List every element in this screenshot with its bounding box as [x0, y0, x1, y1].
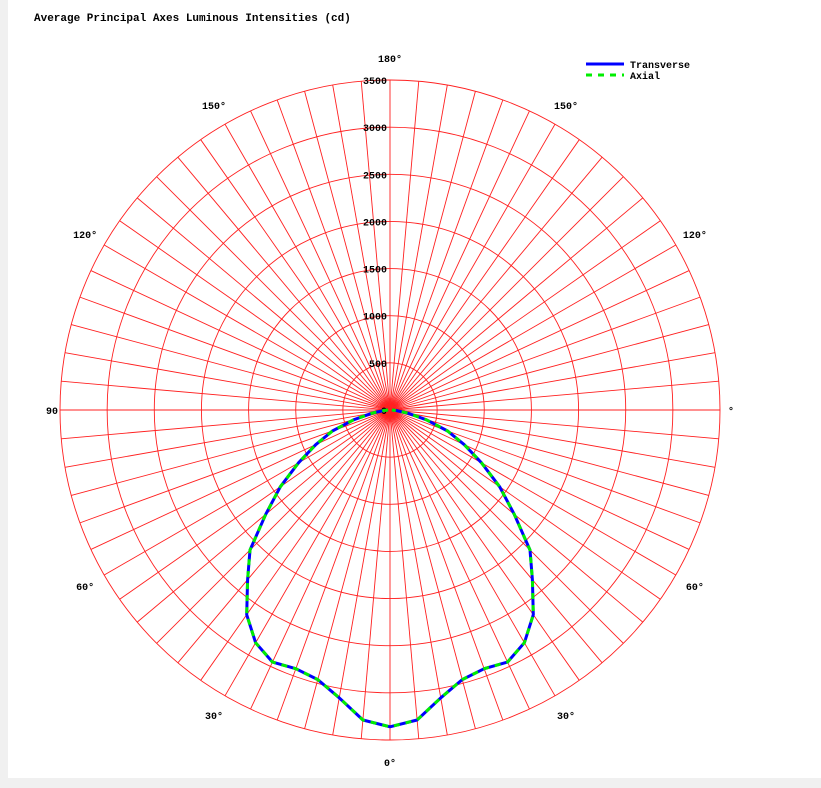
- radial-tick-label: 0: [381, 407, 387, 418]
- grid-spoke: [389, 380, 719, 411]
- grid-spoke: [389, 220, 661, 411]
- angle-label: 120°: [683, 230, 707, 242]
- grid-spoke: [136, 197, 391, 411]
- angle-label: 180°: [378, 54, 402, 66]
- grid-spoke: [389, 156, 603, 411]
- chart-title: Average Principal Axes Luminous Intensit…: [34, 13, 351, 25]
- grid-spoke: [79, 296, 391, 411]
- grid-spoke: [90, 270, 391, 411]
- angle-label: 60°: [76, 582, 94, 594]
- grid-spoke: [276, 99, 391, 411]
- radial-tick-label: 1500: [363, 266, 387, 277]
- polar-grid: [59, 79, 721, 741]
- grid-spoke: [276, 409, 391, 721]
- angle-label: 120°: [73, 230, 97, 242]
- grid-spoke: [389, 296, 701, 411]
- grid-spoke: [389, 409, 709, 496]
- grid-spoke: [389, 409, 716, 468]
- radial-tick-label: 500: [369, 360, 387, 371]
- grid-spoke: [389, 91, 476, 411]
- grid-spoke: [389, 324, 709, 411]
- grid-spoke: [200, 139, 391, 411]
- angle-label: 30°: [205, 711, 223, 723]
- legend-label: Transverse: [630, 61, 690, 72]
- legend-label: Axial: [630, 71, 660, 83]
- angle-label: 150°: [202, 101, 226, 113]
- grid-spoke: [389, 409, 603, 664]
- grid-spoke: [389, 409, 504, 721]
- grid-spoke: [389, 409, 476, 729]
- grid-spoke: [389, 99, 504, 411]
- grid-spoke: [360, 409, 391, 739]
- grid-spoke: [332, 84, 391, 411]
- grid-spoke: [304, 91, 391, 411]
- grid-spoke: [304, 409, 391, 729]
- grid-spoke: [79, 409, 391, 524]
- angle-label: 150°: [554, 101, 578, 113]
- grid-spoke: [389, 409, 677, 576]
- grid-spoke: [71, 324, 391, 411]
- grid-spoke: [224, 409, 391, 697]
- grid-spoke: [389, 409, 719, 440]
- series-line-axial: [245, 408, 535, 729]
- grid-spoke: [200, 409, 391, 681]
- grid-spoke: [389, 197, 644, 411]
- radial-tick-label: 1000: [363, 313, 387, 324]
- polar-chart: 0 500 1000 1500 2000 2500 3000 3500 180° 150° 150…: [46, 54, 734, 770]
- grid-spoke: [64, 352, 391, 411]
- radial-tick-label: 2500: [363, 171, 387, 182]
- grid-spoke: [360, 81, 391, 411]
- radial-tick-label: 3000: [363, 124, 387, 135]
- grid-spoke: [389, 409, 690, 550]
- grid-spoke: [389, 409, 661, 600]
- grid-spoke: [103, 409, 391, 576]
- grid-spoke: [389, 409, 530, 710]
- radial-tick-label: 3500: [363, 77, 387, 88]
- grid-spoke: [61, 380, 391, 411]
- grid-spoke: [389, 123, 556, 411]
- grid-spoke: [389, 409, 420, 739]
- angle-label: 0°: [384, 758, 396, 770]
- grid-spoke: [389, 270, 690, 411]
- grid-spoke: [224, 123, 391, 411]
- grid-spoke: [389, 409, 556, 697]
- grid-spoke: [389, 176, 624, 411]
- angle-label: 60°: [686, 582, 704, 594]
- angle-label: 30°: [557, 711, 575, 723]
- grid-spoke: [71, 409, 391, 496]
- angle-label: °: [728, 406, 734, 418]
- grid-spoke: [389, 244, 677, 411]
- grid-spoke: [119, 220, 391, 411]
- grid-spoke: [103, 244, 391, 411]
- grid-spoke: [389, 409, 580, 681]
- grid-spoke: [119, 409, 391, 600]
- grid-spoke: [177, 156, 391, 411]
- grid-spoke: [90, 409, 391, 550]
- angle-labels: 180° 150° 150° 120° 120° 90 ° 60° 60° 30° 30° 0°: [46, 54, 734, 770]
- grid-spoke: [250, 409, 391, 710]
- grid-spoke: [389, 84, 448, 411]
- grid-spoke: [389, 139, 580, 411]
- grid-spoke: [156, 176, 391, 411]
- grid-spoke: [389, 81, 420, 411]
- grid-spoke: [389, 409, 701, 524]
- radial-tick-labels: 0 500 1000 1500 2000 2500 3000 3500: [363, 77, 387, 418]
- chart-frame: Average Principal Axes Luminous Intensit…: [8, 0, 821, 778]
- grid-spoke: [64, 409, 391, 468]
- data-curves: [245, 408, 535, 729]
- grid-spoke: [389, 352, 716, 411]
- grid-spoke: [156, 409, 391, 644]
- radial-tick-label: 2000: [363, 218, 387, 229]
- angle-label: 90: [46, 407, 58, 418]
- grid-spoke: [332, 409, 391, 736]
- grid-spoke: [61, 409, 391, 440]
- grid-spoke: [250, 110, 391, 411]
- grid-spoke: [389, 110, 530, 411]
- grid-spoke: [389, 409, 624, 644]
- grid-spoke: [177, 409, 391, 664]
- grid-spoke: [389, 409, 448, 736]
